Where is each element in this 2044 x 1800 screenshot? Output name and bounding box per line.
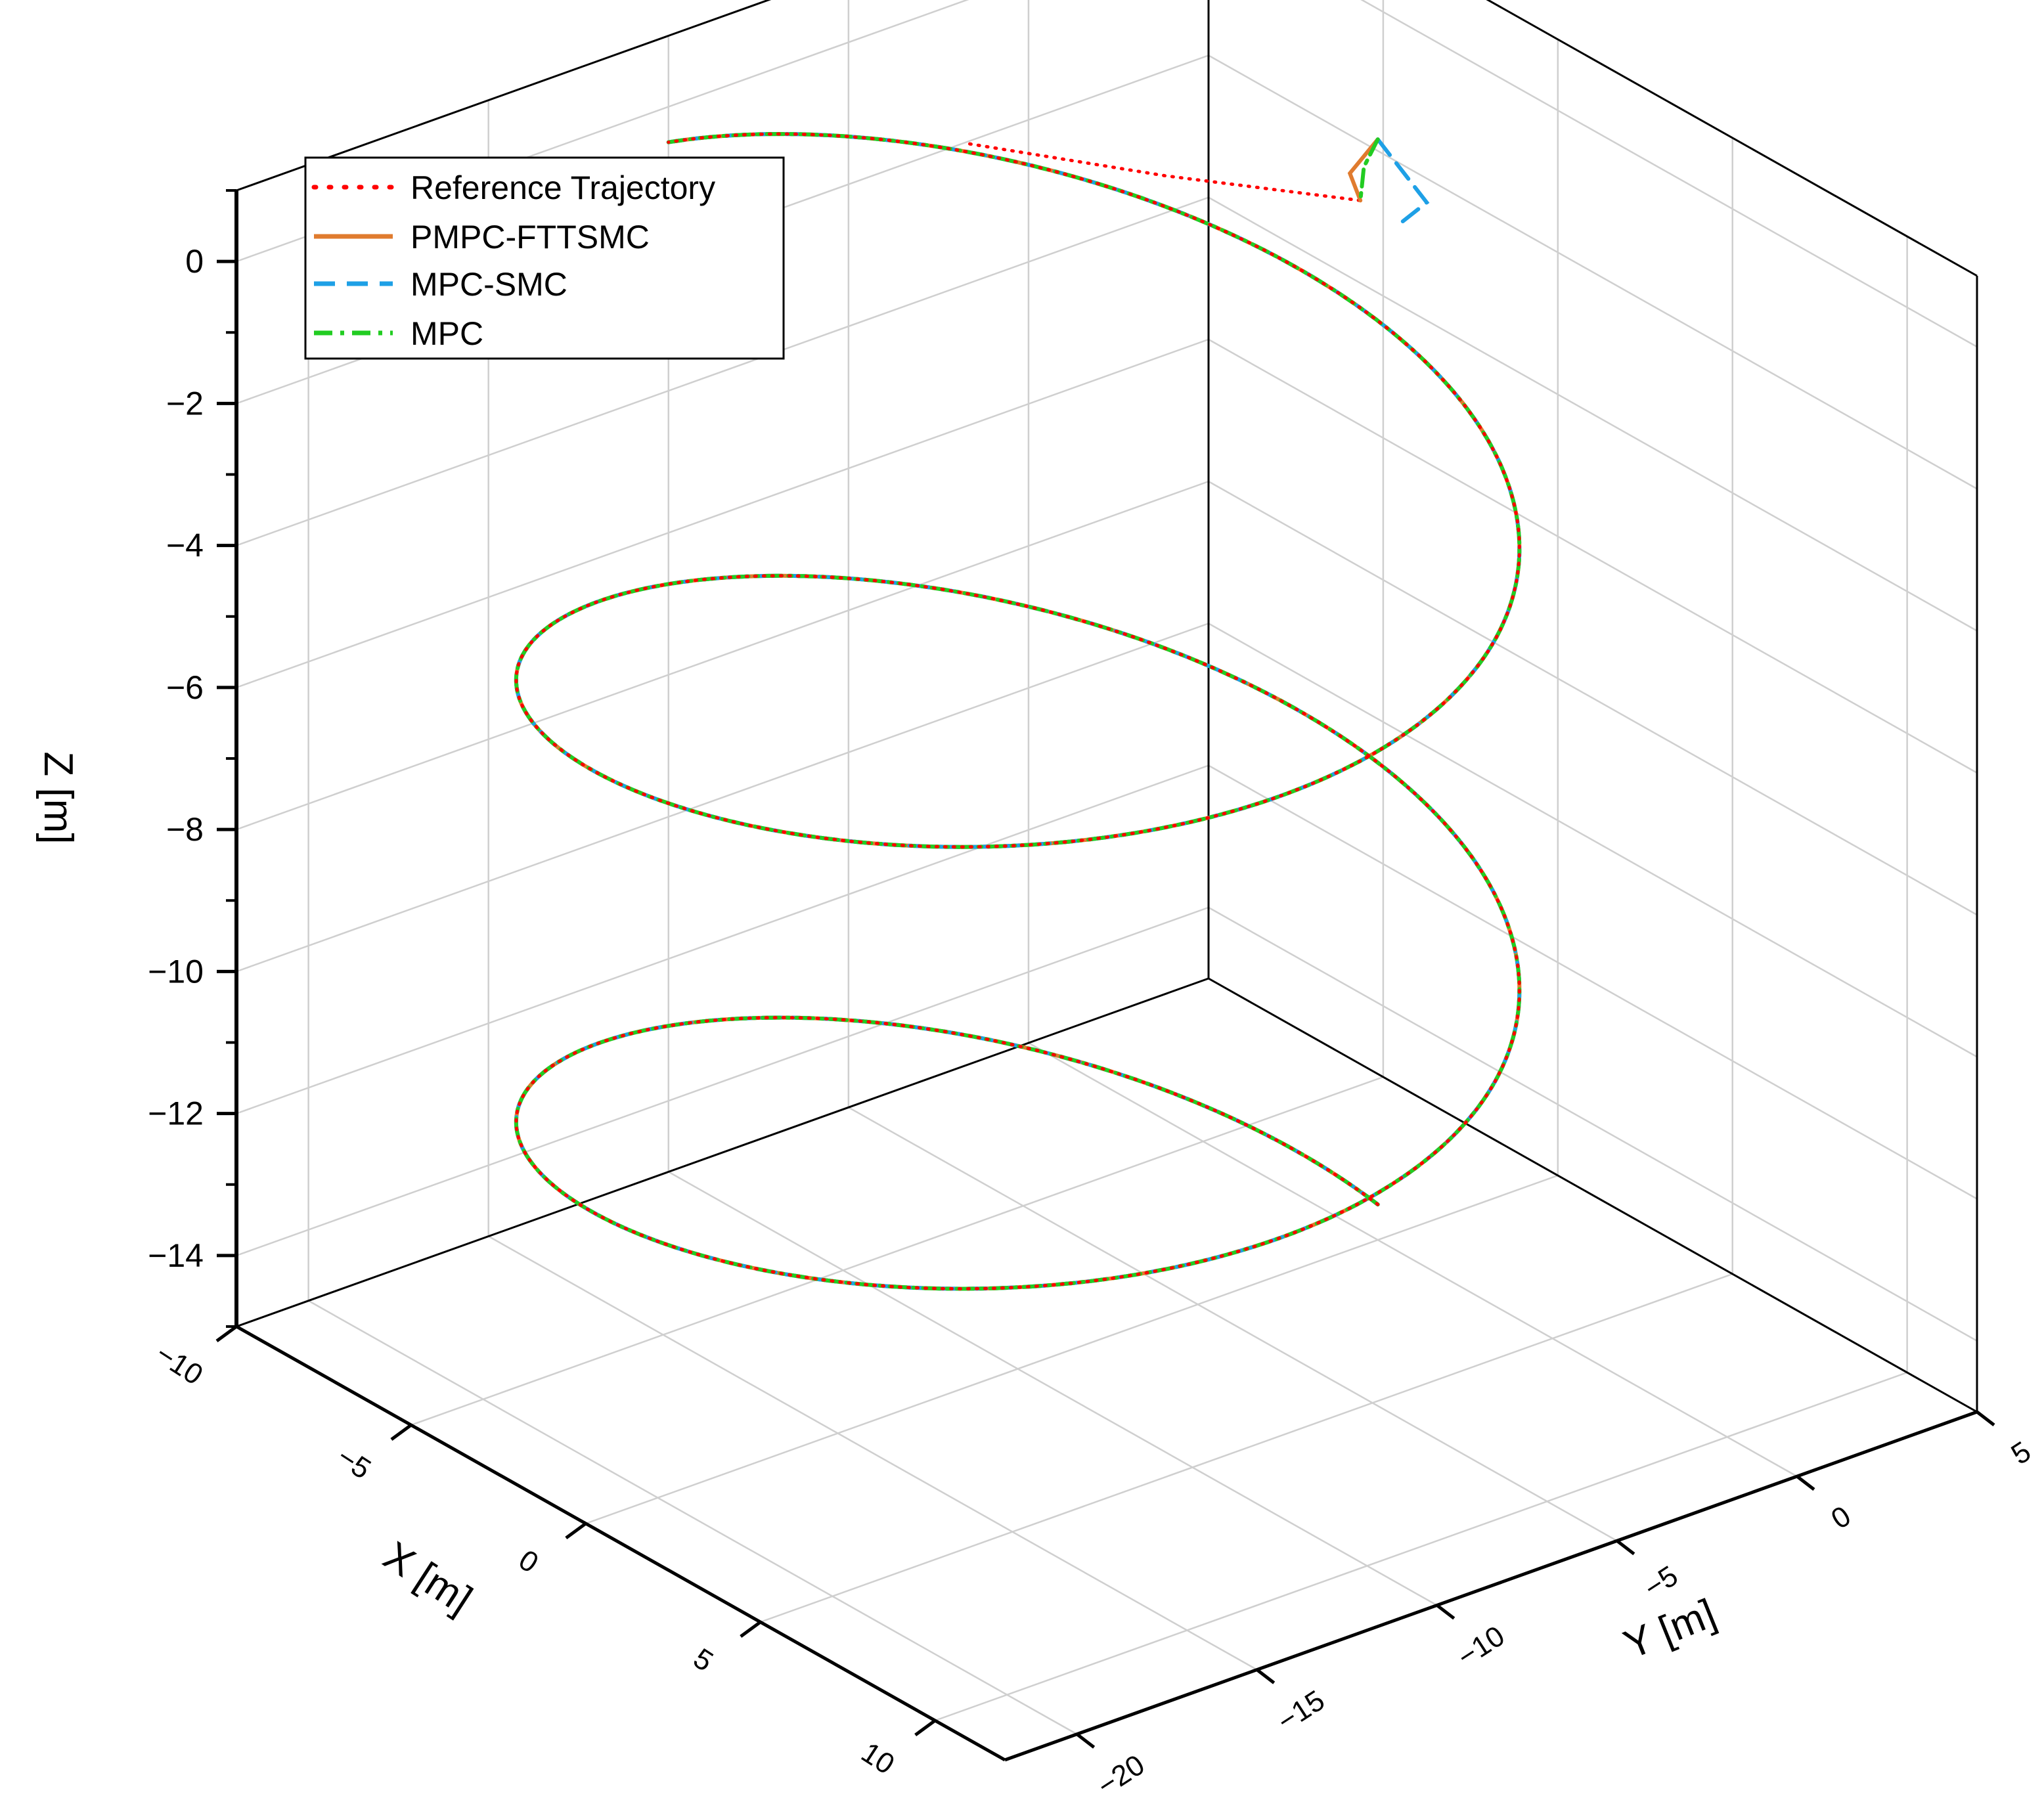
grid-line-x bbox=[585, 1174, 1559, 1525]
x-tick bbox=[390, 1423, 412, 1441]
grid-line-x bbox=[935, 1371, 1908, 1722]
y-tick-label: −20 bbox=[1092, 1749, 1150, 1800]
x-tick-label: 0 bbox=[513, 1544, 544, 1579]
x-tick bbox=[740, 1620, 762, 1638]
x-tick-label: 5 bbox=[688, 1642, 719, 1678]
x-tick bbox=[914, 1719, 937, 1737]
z-tick-label: −12 bbox=[148, 1095, 204, 1132]
grid-line-y bbox=[308, 1300, 1078, 1735]
x-tick-label: −5 bbox=[331, 1441, 376, 1485]
y-tick bbox=[1076, 1732, 1096, 1749]
legend-box bbox=[304, 156, 785, 360]
y-axis-line bbox=[1004, 1410, 1978, 1762]
initial-segment-pmpc-fttsmc bbox=[1347, 137, 1380, 203]
z-tick-label: −10 bbox=[148, 953, 204, 990]
x-axis-line bbox=[235, 1325, 1006, 1762]
y-tick bbox=[1256, 1668, 1276, 1684]
grid-line-z bbox=[1208, 55, 1978, 490]
frame-edge bbox=[1208, 977, 1978, 1413]
z-tick-label: −8 bbox=[166, 811, 204, 848]
frame-edge bbox=[236, 0, 772, 192]
frame-edge bbox=[236, 977, 1209, 1328]
grid-line-z bbox=[1208, 906, 1978, 1342]
y-tick-label: −10 bbox=[1452, 1619, 1510, 1673]
grid-line-y bbox=[488, 1235, 1258, 1671]
grid-line-z bbox=[236, 623, 1209, 973]
axes-frame bbox=[234, 0, 1978, 1762]
grid-line-x bbox=[760, 1273, 1733, 1623]
z-axis-label: Z [m] bbox=[35, 751, 81, 844]
x-tick bbox=[215, 1325, 238, 1343]
legend-label-mpc-smc: MPC-SMC bbox=[411, 266, 567, 303]
legend-label-pmpc-fttsmc: PMPC-FTTSMC bbox=[411, 219, 650, 255]
legend: Reference Trajectory PMPC-FTTSMC MPC-SMC… bbox=[304, 156, 785, 360]
initial-segment-reference bbox=[967, 142, 1362, 202]
x-tick-label: 10 bbox=[856, 1736, 900, 1781]
frame-edge bbox=[1486, 0, 1978, 277]
grid-line-x bbox=[411, 1076, 1384, 1426]
grid-line-z bbox=[236, 338, 1209, 689]
y-tick bbox=[1796, 1475, 1815, 1491]
z-tick-label: −14 bbox=[148, 1237, 204, 1274]
grid-line-z bbox=[236, 906, 1209, 1257]
y-tick bbox=[1616, 1539, 1635, 1556]
x-axis-label: X [m] bbox=[376, 1533, 480, 1623]
y-tick-label: −5 bbox=[1639, 1560, 1684, 1604]
y-tick-label: −15 bbox=[1272, 1684, 1330, 1738]
grid-lines bbox=[236, 0, 1978, 1735]
grid-line-z bbox=[1208, 623, 1978, 1058]
grid-line-z bbox=[1208, 338, 1978, 774]
z-tick-label: −4 bbox=[166, 527, 204, 564]
x-tick-label: −10 bbox=[150, 1338, 208, 1392]
x-tick bbox=[565, 1522, 587, 1540]
grid-line-z bbox=[236, 480, 1209, 831]
grid-line-y bbox=[668, 1171, 1438, 1606]
series-path-reference-trajectory bbox=[514, 132, 1521, 1290]
grid-line-z bbox=[1208, 764, 1978, 1200]
legend-label-mpc: MPC bbox=[411, 315, 483, 352]
y-tick bbox=[1436, 1604, 1455, 1620]
y-axis-label: Y [m] bbox=[1618, 1591, 1722, 1668]
grid-line-z bbox=[236, 764, 1209, 1114]
grid-line-y bbox=[848, 1107, 1618, 1542]
grid-line-z bbox=[1208, 196, 1978, 632]
trajectory-curves bbox=[514, 131, 1522, 1291]
grid-line-z bbox=[236, 196, 1209, 546]
y-tick-label: 0 bbox=[1825, 1500, 1856, 1535]
z-tick-label: 0 bbox=[185, 243, 204, 280]
initial-segment-mpc bbox=[1358, 137, 1380, 203]
legend-label-reference: Reference Trajectory bbox=[411, 169, 715, 206]
grid-line-z bbox=[1360, 0, 1978, 348]
z-tick-label: −6 bbox=[166, 669, 204, 706]
grid-line-z bbox=[1208, 481, 1978, 916]
grid-line-y bbox=[1028, 1042, 1798, 1478]
y-tick-label: 5 bbox=[2005, 1436, 2036, 1471]
y-tick bbox=[1976, 1411, 1995, 1426]
initial-segment-mpc-smc bbox=[1375, 137, 1430, 230]
z-tick-label: −2 bbox=[166, 385, 204, 422]
